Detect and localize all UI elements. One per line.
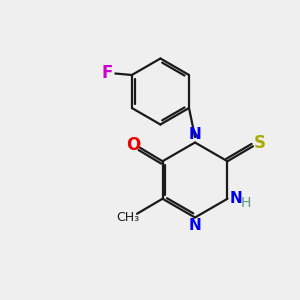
Text: S: S	[254, 134, 266, 152]
Text: H: H	[241, 196, 251, 210]
Text: CH₃: CH₃	[116, 211, 140, 224]
Text: N: N	[189, 218, 201, 233]
Text: N: N	[230, 191, 242, 206]
Text: N: N	[189, 127, 201, 142]
Text: F: F	[102, 64, 113, 82]
Text: O: O	[126, 136, 140, 154]
